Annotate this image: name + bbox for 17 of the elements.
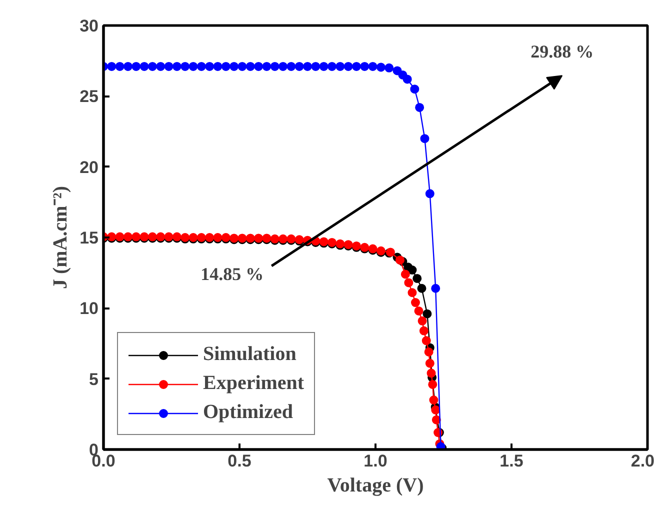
x-tick-label: 2.0 [630, 452, 654, 470]
legend-label: Experiment [203, 372, 304, 395]
x-tick-label: 1.5 [500, 452, 524, 470]
y-tick-label: 20 [80, 158, 99, 177]
y-axis-title: J (mA.cm⁻²) [50, 186, 72, 289]
legend-label: Optimized [203, 401, 293, 424]
x-axis-title: Voltage (V) [327, 474, 424, 496]
x-tick-label: 0.5 [228, 452, 252, 470]
annotation: 14.85 % [200, 264, 264, 284]
annotation: 29.88 % [530, 42, 594, 62]
y-tick-label: 15 [80, 228, 99, 248]
y-tick-label: 30 [80, 16, 99, 36]
y-tick-label: 25 [80, 87, 99, 106]
x-tick-label: 1.0 [364, 452, 388, 470]
y-tick-label: 10 [80, 299, 99, 318]
legend-label: Simulation [203, 343, 296, 366]
y-tick-label: 5 [89, 370, 99, 389]
